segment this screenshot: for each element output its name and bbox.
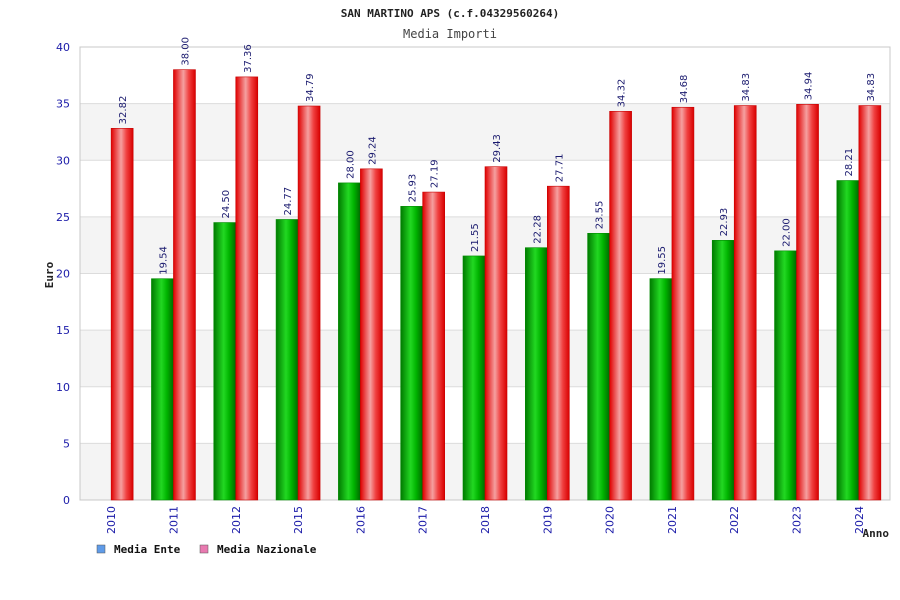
bar-media-nazionale [110,128,134,501]
bar-media-ente [711,240,735,501]
y-tick-label: 15 [56,324,70,337]
data-label: 34.32 [617,79,628,108]
legend: Media Ente Media Nazionale [96,543,317,556]
y-tick-label: 30 [56,154,70,167]
y-tick-label: 5 [63,437,70,450]
bar-media-ente [400,206,423,501]
legend-label: Media Nazionale [217,543,317,556]
bar-media-nazionale [858,105,882,501]
chart-subtitle: Media Importi [403,27,497,41]
y-axis-ticks: 0 5 10 15 20 25 30 35 40 [56,41,70,507]
y-tick-label: 0 [63,494,70,507]
y-axis-label: Euro [43,261,56,288]
bar-media-ente [213,222,237,501]
x-tick-label: 2010 [105,506,118,534]
x-tick-label: 2012 [230,506,243,534]
data-label: 37.36 [243,44,254,73]
data-label: 34.79 [305,73,316,102]
bar-media-ente [587,232,610,501]
x-tick-label: 2022 [728,506,741,534]
data-label: 22.93 [719,208,730,237]
bar-media-ente [275,219,299,501]
chart-title: SAN MARTINO APS (c.f.04329560264) [341,7,560,20]
bars [110,69,882,501]
bar-media-nazionale [547,185,570,501]
legend-swatch [96,544,106,554]
legend-swatch [199,544,209,554]
y-tick-label: 10 [56,381,70,394]
bar-media-ente [151,278,174,501]
bar-media-nazionale [671,106,695,501]
data-label: 22.00 [782,218,793,247]
data-label: 24.77 [283,187,294,216]
data-label: 34.83 [866,73,877,102]
data-label: 34.94 [804,72,815,101]
x-tick-label: 2016 [354,506,367,534]
bar-media-nazionale [297,105,321,501]
x-tick-label: 2017 [417,506,430,534]
bar-media-ente [836,180,860,501]
data-label: 32.82 [118,96,129,125]
bar-media-ente [649,278,673,501]
plot-band [80,103,890,161]
data-label: 22.28 [532,215,543,244]
bar-media-ente [774,250,797,501]
y-tick-label: 35 [56,98,70,111]
bar-media-ente [338,182,361,501]
bar-media-ente [462,255,486,501]
x-tick-label: 2011 [167,506,180,534]
bar-media-nazionale [235,76,259,501]
data-label: 27.19 [430,159,441,188]
x-axis-label: Anno [863,527,890,540]
data-labels: 32.82 19.54 38.00 24.50 37.36 24.77 34.79 28.00… [118,37,877,275]
y-tick-label: 20 [56,268,70,281]
y-tick-label: 40 [56,41,70,54]
data-label: 29.43 [492,134,503,163]
legend-label: Media Ente [114,543,181,556]
bar-media-nazionale [484,166,508,501]
data-label: 38.00 [180,37,191,66]
bar-media-ente [525,247,548,501]
x-tick-label: 2018 [479,506,492,534]
bar-media-nazionale [360,168,383,501]
data-label: 19.54 [158,246,169,275]
data-label: 28.21 [844,148,855,177]
x-tick-label: 2019 [541,506,554,534]
data-label: 24.50 [221,190,232,219]
x-tick-label: 2015 [292,506,305,534]
y-tick-label: 25 [56,211,70,224]
bar-media-nazionale [796,104,819,501]
data-label: 34.83 [741,73,752,102]
x-tick-label: 2023 [791,506,804,534]
data-label: 23.55 [595,201,606,230]
data-label: 29.24 [367,136,378,165]
data-label: 21.55 [470,223,481,252]
data-label: 25.93 [408,174,419,203]
data-label: 34.68 [679,75,690,104]
x-tick-label: 2024 [853,506,866,534]
bar-media-nazionale [422,191,445,501]
plot-band [80,47,890,104]
data-label: 19.55 [657,246,668,275]
x-tick-label: 2020 [604,506,617,534]
bar-media-nazionale [733,105,757,501]
x-axis-ticks: 2010 2011 2012 2015 2016 2017 2018 2019 2020 2021… [105,506,866,534]
x-tick-label: 2021 [666,506,679,534]
bar-media-nazionale [173,69,196,501]
bar-media-nazionale [609,111,632,501]
data-label: 27.71 [554,154,565,183]
data-label: 28.00 [345,150,356,179]
